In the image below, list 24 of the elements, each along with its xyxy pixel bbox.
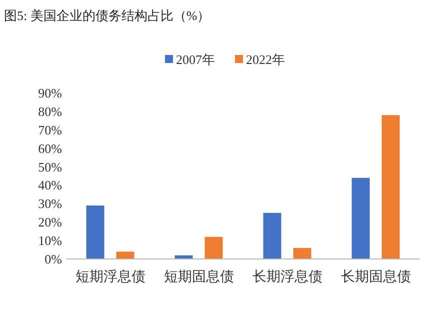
y-tick-label: 10% — [38, 233, 62, 248]
bar — [293, 248, 312, 259]
legend-label: 2022年 — [246, 52, 285, 67]
chart-title: 图5: 美国企业的债务结构占比（%） — [4, 8, 210, 23]
x-tick-label: 长期固息债 — [340, 269, 411, 285]
y-tick-label: 20% — [38, 214, 62, 230]
x-tick-label: 短期固息债 — [164, 269, 234, 285]
legend-label: 2007年 — [176, 52, 215, 67]
bar — [86, 206, 104, 259]
y-tick-label: 40% — [38, 178, 62, 193]
x-tick-label: 长期浮息债 — [252, 269, 322, 285]
y-tick-label: 50% — [38, 159, 62, 174]
bar — [382, 115, 400, 259]
bar — [352, 178, 370, 259]
y-tick-label: 90% — [38, 86, 62, 100]
y-tick-label: 70% — [38, 122, 62, 138]
y-tick-label: 30% — [38, 196, 62, 212]
bar — [204, 236, 223, 259]
bar — [263, 212, 282, 259]
y-tick-label: 60% — [38, 140, 62, 156]
x-tick-label: 短期浮息债 — [75, 269, 146, 285]
y-tick-label: 80% — [38, 104, 62, 119]
bar — [116, 252, 134, 259]
y-tick-label: 0% — [44, 252, 62, 266]
